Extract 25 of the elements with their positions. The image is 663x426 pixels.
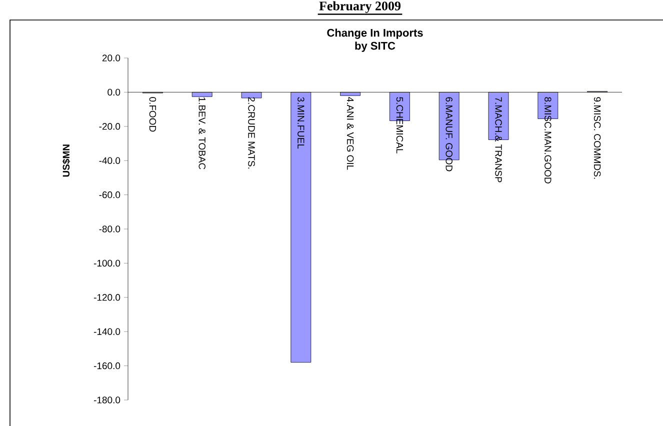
y-tick-label: -80.0 [99, 226, 120, 232]
y-tick-label: 20.0 [102, 54, 120, 62]
x-tick-label: 3.MIN.FUEL [298, 97, 304, 149]
text: February 2009 [319, 1, 401, 14]
y-tick-label: -140.0 [94, 328, 120, 335]
y-tick-label: -60.0 [99, 191, 120, 198]
x-tick-label: 2.CRUDE MATS. [248, 97, 255, 169]
y-tick-label: -120.0 [94, 294, 120, 301]
y-axis-title: US$MN [62, 144, 70, 177]
y-tick-label: 0.0 [108, 88, 120, 96]
y-tick-label: -180.0 [94, 396, 120, 404]
y-tick-label: -160.0 [94, 362, 120, 370]
y-tick-label: -20.0 [99, 123, 120, 130]
x-tick-label: 4.ANI & VEG OIL [346, 96, 354, 170]
chart-subtitle: by SITC [355, 42, 396, 52]
x-tick-label: 1.BEV. & TOBAC [198, 97, 206, 170]
chart-title: Change In Imports [327, 28, 423, 39]
x-tick-label: 0.FOOD [149, 97, 156, 132]
x-tick-label: 5.CHEMICAL [396, 97, 404, 154]
x-tick-label: 7.MACH.& TRANSP [495, 97, 502, 182]
y-tick-label: -40.0 [99, 157, 120, 164]
x-tick-label: 9.MISC. COMMDS. [594, 97, 601, 179]
x-tick-label: 6.MANUF. GOOD [446, 97, 452, 172]
y-tick-label: -100.0 [94, 260, 120, 267]
x-tick-label: 8.MISC.MAN.GOOD [544, 97, 552, 184]
